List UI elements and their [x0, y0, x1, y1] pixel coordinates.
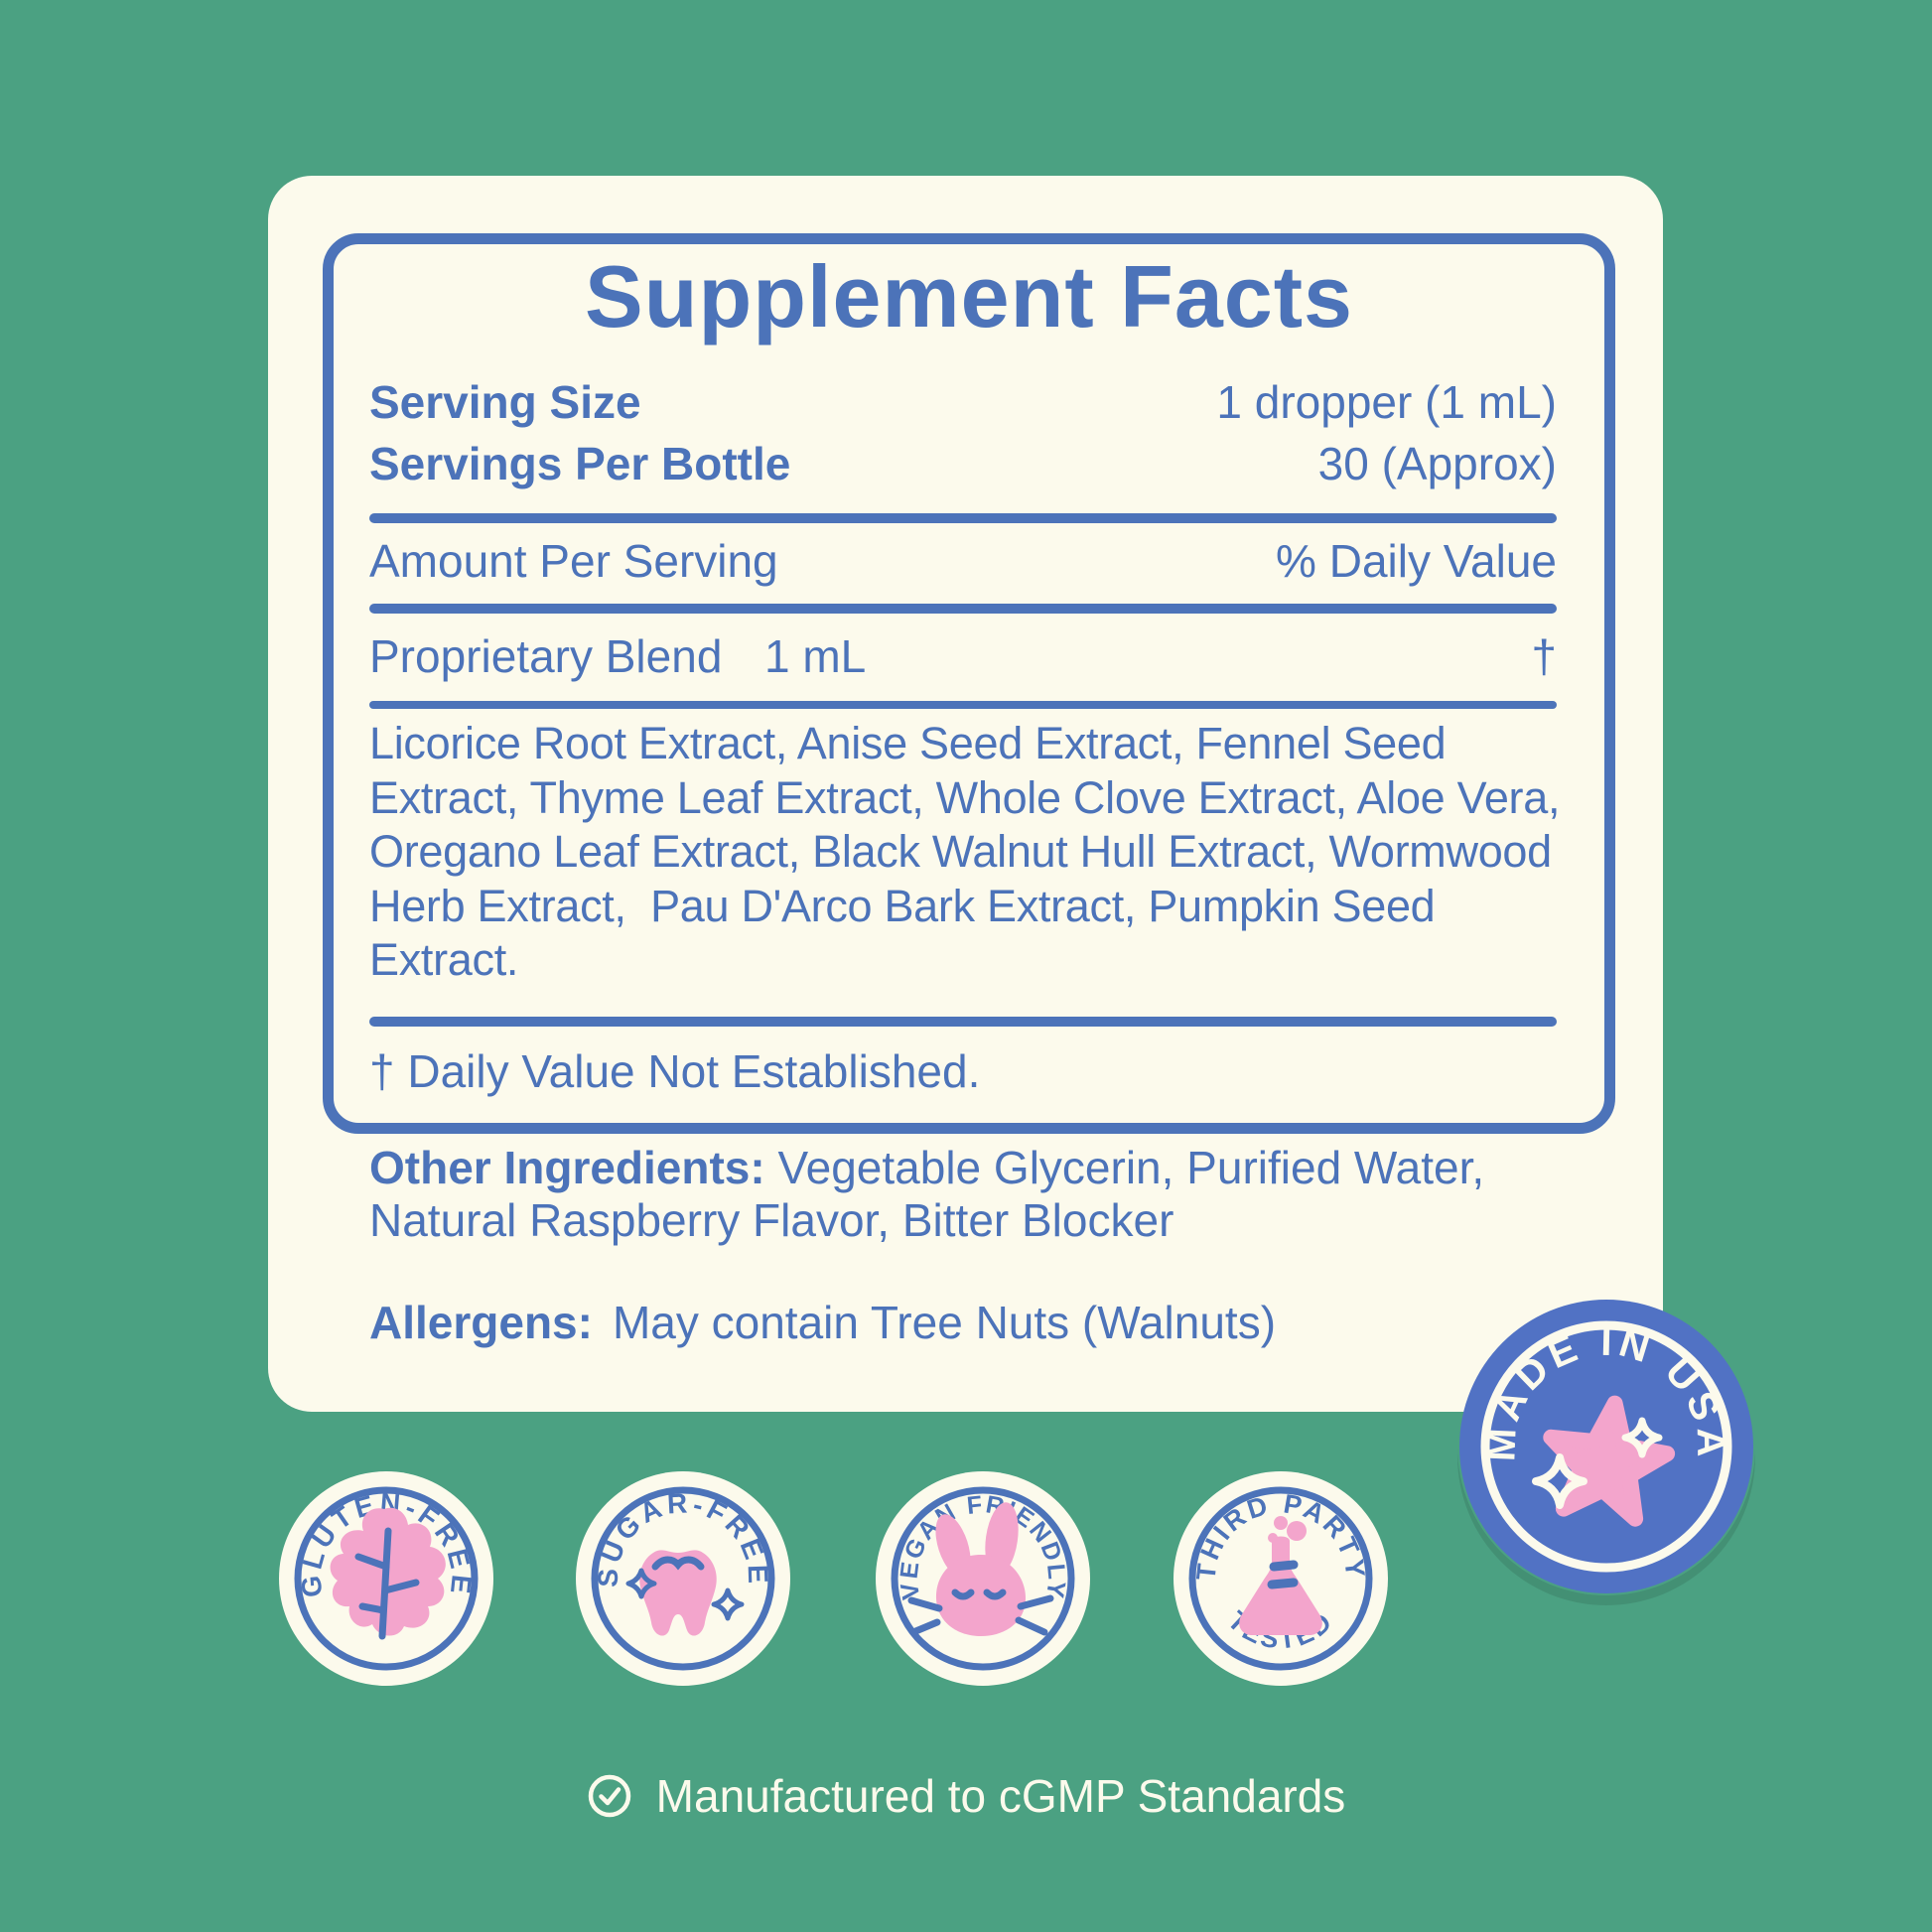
panel-title: Supplement Facts	[585, 247, 1353, 345]
allergens-label: Allergens:	[369, 1297, 593, 1348]
badge-made-in-usa: MADE IN USA	[1457, 1298, 1755, 1595]
flask-icon	[1239, 1516, 1322, 1635]
divider-rule	[369, 701, 1557, 709]
proprietary-blend-row: Proprietary Blend 1 mL †	[369, 629, 1557, 683]
divider-rule	[369, 604, 1557, 614]
serving-size-label: Serving Size	[369, 376, 641, 428]
badge-ring	[891, 1486, 1075, 1671]
usa-badge-ring	[1480, 1320, 1732, 1573]
footer: Manufactured to cGMP Standards	[0, 1769, 1932, 1823]
amount-per-serving-label: Amount Per Serving	[369, 535, 778, 587]
proprietary-blend-ingredients: Licorice Root Extract, Anise Seed Extrac…	[369, 718, 1573, 985]
daily-value-footnote: † Daily Value Not Established.	[369, 1045, 981, 1097]
badge-ring	[294, 1486, 479, 1671]
serving-size-row: Serving Size 1 dropper (1 mL)	[369, 375, 1557, 429]
sparkle-icon	[1532, 1453, 1587, 1509]
servings-per-bottle-label: Servings Per Bottle	[369, 438, 791, 489]
allergens: Allergens: May contain Tree Nuts (Walnuts…	[369, 1297, 1571, 1349]
servings-per-bottle-row: Servings Per Bottle 30 (Approx)	[369, 437, 1557, 490]
badge-ring	[591, 1486, 775, 1671]
divider-rule	[369, 513, 1557, 523]
allergens-value: May contain Tree Nuts (Walnuts)	[612, 1297, 1277, 1348]
serving-size-value: 1 dropper (1 mL)	[1216, 376, 1557, 428]
servings-per-bottle-value: 30 (Approx)	[1317, 438, 1557, 489]
sparkle-icon	[1621, 1417, 1663, 1458]
tooth-icon	[625, 1550, 745, 1636]
amount-header-row: Amount Per Serving % Daily Value	[369, 534, 1557, 588]
bunny-icon	[907, 1502, 1054, 1636]
facts-panel	[323, 233, 1615, 1134]
divider-rule	[369, 1017, 1557, 1027]
proprietary-blend-dv-dagger: †	[1531, 630, 1557, 682]
badge-gluten-free: GLUTEN-FREE	[277, 1469, 495, 1688]
badge-sugar-free: SUGAR-FREE	[574, 1469, 792, 1688]
proprietary-blend-label: Proprietary Blend	[369, 630, 723, 682]
oak-leaf-icon	[330, 1507, 446, 1640]
daily-value-label: % Daily Value	[1276, 535, 1557, 587]
check-circle-icon	[588, 1774, 630, 1818]
other-ingredients: Other Ingredients: Vegetable Glycerin, P…	[369, 1142, 1571, 1247]
footer-text: Manufactured to cGMP Standards	[655, 1770, 1346, 1822]
badge-third-party-tested: THIRD PARTY TESTED	[1172, 1469, 1390, 1688]
proprietary-blend-amount: 1 mL	[764, 630, 867, 682]
supplement-facts-card	[268, 176, 1663, 1412]
other-ingredients-label: Other Ingredients:	[369, 1142, 765, 1193]
badge-vegan-friendly: VEGAN FRIENDLY	[874, 1469, 1092, 1688]
star-icon	[1532, 1395, 1676, 1527]
other-ingredients-value: Vegetable Glycerin, Purified Water, Natu…	[369, 1142, 1485, 1246]
badge-ring	[1188, 1486, 1373, 1671]
